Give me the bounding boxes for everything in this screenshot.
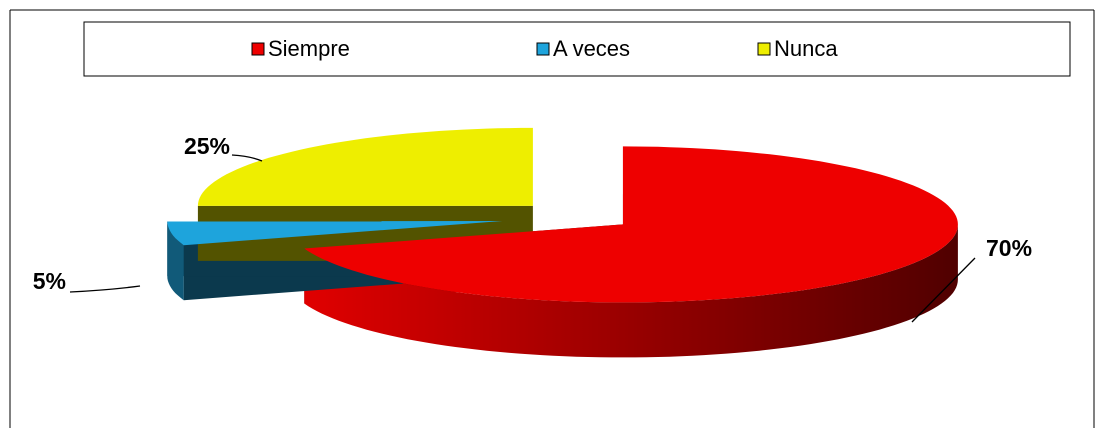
leader-line — [911, 257, 976, 323]
data-label: 5% — [33, 268, 66, 294]
slice-outer-side — [304, 224, 958, 358]
leader-line — [69, 285, 141, 293]
legend-swatch — [757, 42, 771, 56]
legend-label: A veces — [553, 36, 630, 61]
pie — [167, 127, 958, 358]
leader-line — [231, 154, 263, 162]
data-label: 70% — [986, 235, 1032, 261]
slice — [167, 221, 503, 246]
legend-swatch — [536, 42, 550, 56]
legend-swatch — [251, 42, 265, 56]
legend-box — [83, 21, 1071, 77]
slice — [304, 146, 958, 303]
legend-label: Nunca — [774, 36, 838, 61]
slice — [197, 127, 533, 206]
slice-outer-side — [167, 221, 184, 301]
legend-label: Siempre — [268, 36, 350, 61]
data-label: 25% — [184, 133, 230, 159]
